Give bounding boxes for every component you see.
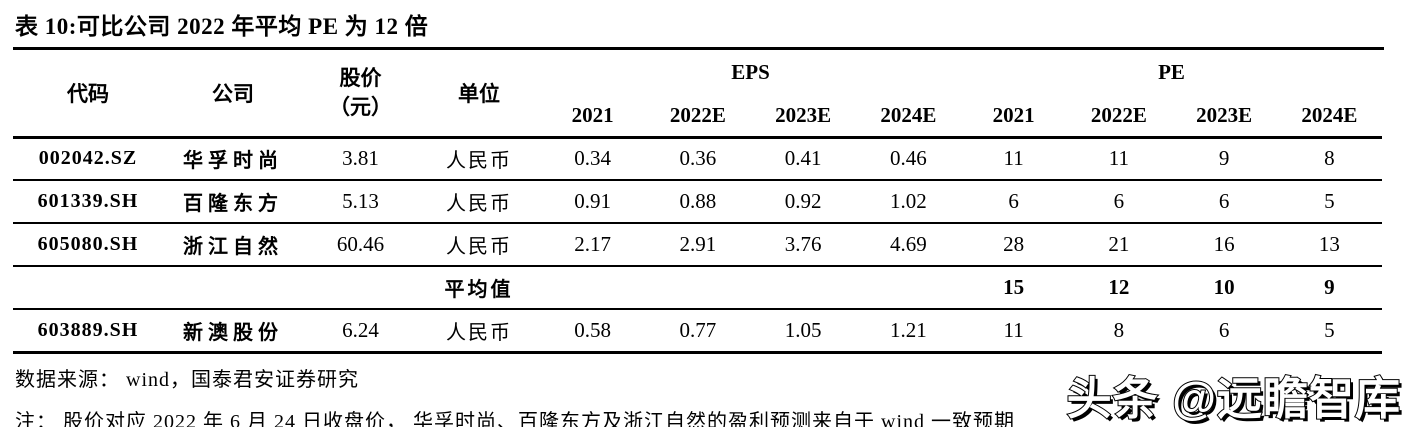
cell-eps-2022e: 0.36 xyxy=(645,137,751,181)
header-price-line1: 股价 xyxy=(339,66,382,91)
cell-pe-avg-2023e: 10 xyxy=(1171,266,1277,310)
table-title: 表 10:可比公司 2022 年平均 PE 为 12 倍 xyxy=(13,0,1384,50)
header-pe-2024e: 2024E xyxy=(1276,95,1383,139)
cell-pe-2021: 6 xyxy=(961,180,1067,224)
cell-pe-2022e: 8 xyxy=(1066,309,1172,354)
cell-eps-2024e: 0.46 xyxy=(855,137,962,181)
footnote: 注： 股价对应 2022 年 6 月 24 日收盘价， 华孚时尚、百隆东方及浙江… xyxy=(15,410,1015,427)
cell-pe-avg-2022e: 12 xyxy=(1066,266,1172,310)
header-price-line2: （元） xyxy=(329,94,392,119)
cell-eps-2023e: 3.76 xyxy=(750,223,856,267)
cell-unit: 人民币 xyxy=(418,309,540,354)
header-company: 公司 xyxy=(163,50,303,139)
cell-empty xyxy=(13,266,163,310)
cell-empty xyxy=(645,266,751,310)
cell-unit: 人民币 xyxy=(418,223,540,267)
cell-eps-2024e: 4.69 xyxy=(855,223,962,267)
table-row-603889: 603889.SH 新澳股份 6.24 人民币 0.58 0.77 1.05 1… xyxy=(13,309,1383,354)
cell-eps-2024e: 1.02 xyxy=(855,180,962,224)
cell-empty xyxy=(163,266,303,310)
table-row-average: 平均值 15 12 10 9 xyxy=(13,266,1383,310)
cell-code: 603889.SH xyxy=(13,309,163,354)
cell-empty xyxy=(540,266,646,310)
header-eps-2021: 2021 xyxy=(540,95,646,139)
cell-code: 601339.SH xyxy=(13,180,163,224)
cell-company: 华孚时尚 xyxy=(163,137,303,181)
header-eps-group: EPS xyxy=(731,60,770,84)
cell-eps-2021: 2.17 xyxy=(540,223,646,267)
cell-pe-2021: 11 xyxy=(961,137,1067,181)
header-eps-2023e: 2023E xyxy=(750,95,856,139)
cell-pe-2024e: 5 xyxy=(1276,309,1383,354)
header-pe-2021: 2021 xyxy=(961,95,1067,139)
cell-price: 6.24 xyxy=(303,309,418,354)
table-footer: 数据来源： wind，国泰君安证券研究 注： 股价对应 2022 年 6 月 2… xyxy=(15,363,1407,427)
cell-company: 新澳股份 xyxy=(163,309,303,354)
cell-eps-2022e: 0.88 xyxy=(645,180,751,224)
cell-pe-2022e: 21 xyxy=(1066,223,1172,267)
cell-eps-2021: 0.91 xyxy=(540,180,646,224)
header-pe-2023e: 2023E xyxy=(1171,95,1277,139)
header-years-row: 2021 2022E 2023E 2024E 2021 2022E 2023E … xyxy=(13,95,1383,139)
cell-pe-2023e: 16 xyxy=(1171,223,1277,267)
table-row-605080: 605080.SH 浙江自然 60.46 人民币 2.17 2.91 3.76 … xyxy=(13,223,1383,267)
cell-price: 3.81 xyxy=(303,137,418,181)
cell-company: 浙江自然 xyxy=(163,223,303,267)
cell-empty xyxy=(855,266,962,310)
header-pe-group: PE xyxy=(1158,60,1185,84)
cell-pe-2024e: 5 xyxy=(1276,180,1383,224)
cell-pe-2021: 11 xyxy=(961,309,1067,354)
cell-code: 002042.SZ xyxy=(13,137,163,181)
cell-code: 605080.SH xyxy=(13,223,163,267)
cell-pe-2024e: 13 xyxy=(1276,223,1383,267)
cell-pe-avg-2024e: 9 xyxy=(1276,266,1383,310)
cell-eps-2023e: 0.41 xyxy=(750,137,856,181)
header-price: 股价 （元） xyxy=(303,50,418,139)
comparable-companies-table: 代码 公司 股价 （元） 单位 EPS PE 2021 2022E 2023E … xyxy=(13,50,1383,354)
cell-eps-2021: 0.58 xyxy=(540,309,646,354)
table-header: 代码 公司 股价 （元） 单位 EPS PE 2021 2022E 2023E … xyxy=(13,50,1383,139)
header-code: 代码 xyxy=(13,50,163,139)
cell-pe-2024e: 8 xyxy=(1276,137,1383,181)
cell-pe-avg-2021: 15 xyxy=(961,266,1067,310)
cell-price: 5.13 xyxy=(303,180,418,224)
data-source-note: 数据来源： wind，国泰君安证券研究 xyxy=(15,368,359,391)
cell-empty xyxy=(750,266,856,310)
cell-eps-2022e: 2.91 xyxy=(645,223,751,267)
cell-company: 百隆东方 xyxy=(163,180,303,224)
header-pe-2022e: 2022E xyxy=(1066,95,1172,139)
cell-price: 60.46 xyxy=(303,223,418,267)
watermark-toutiao-yuanzhan: 头条 @远瞻智库 xyxy=(1066,372,1401,425)
header-group-row: 代码 公司 股价 （元） 单位 EPS PE xyxy=(13,50,1382,139)
cell-eps-2023e: 1.05 xyxy=(750,309,856,354)
cell-eps-2022e: 0.77 xyxy=(645,309,751,354)
header-unit: 单位 xyxy=(418,50,540,139)
cell-pe-2023e: 6 xyxy=(1171,180,1277,224)
header-eps-2022e: 2022E xyxy=(645,95,751,139)
cell-eps-2023e: 0.92 xyxy=(750,180,856,224)
header-eps-2024e: 2024E xyxy=(855,95,962,139)
cell-unit: 人民币 xyxy=(418,180,540,224)
table-row-002042: 002042.SZ 华孚时尚 3.81 人民币 0.34 0.36 0.41 0… xyxy=(13,137,1383,181)
cell-average-label: 平均值 xyxy=(418,266,540,310)
cell-pe-2021: 28 xyxy=(961,223,1067,267)
cell-pe-2022e: 6 xyxy=(1066,180,1172,224)
cell-pe-2023e: 6 xyxy=(1171,309,1277,354)
cell-empty xyxy=(303,266,418,310)
cell-eps-2024e: 1.21 xyxy=(855,309,962,354)
table-row-601339: 601339.SH 百隆东方 5.13 人民币 0.91 0.88 0.92 1… xyxy=(13,180,1383,224)
cell-pe-2022e: 11 xyxy=(1066,137,1172,181)
cell-unit: 人民币 xyxy=(418,137,540,181)
cell-pe-2023e: 9 xyxy=(1171,137,1277,181)
cell-eps-2021: 0.34 xyxy=(540,137,646,181)
